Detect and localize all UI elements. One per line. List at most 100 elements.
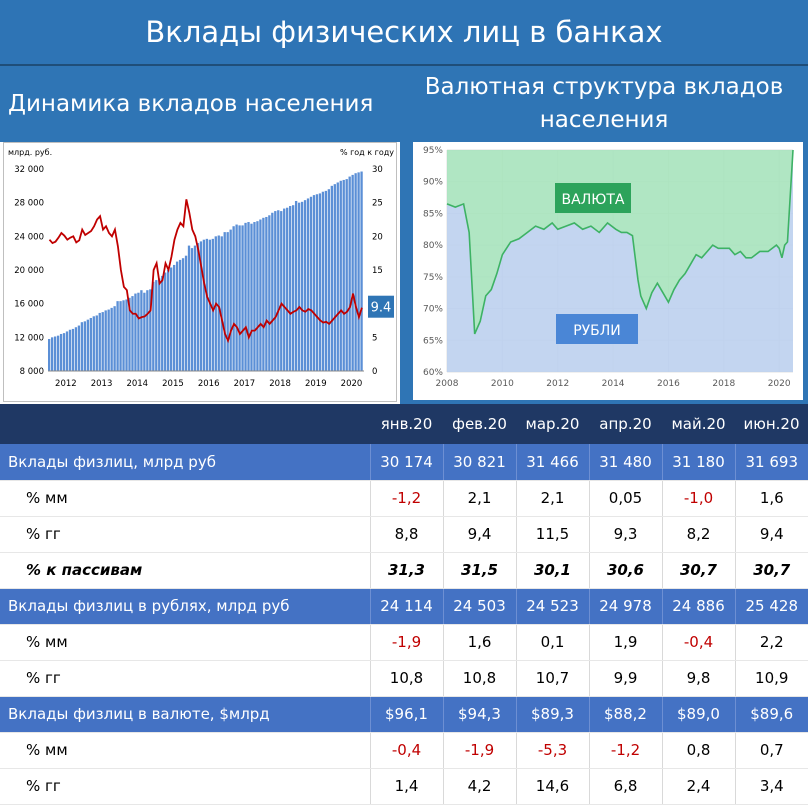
deposit-bar	[324, 190, 328, 371]
table-cell: 3,4	[734, 768, 808, 805]
table-row: % мм -0,4 -1,9 -5,3 -1,2 0,8 0,7	[0, 732, 808, 769]
deposit-bar	[116, 301, 119, 371]
table-cell: 1,6	[442, 624, 516, 661]
deposit-bar	[241, 225, 244, 371]
table-cell: 30,1	[515, 552, 589, 589]
column-header: июн.20	[735, 404, 808, 444]
table-row: Вклады физлиц в валюте, $млрд $96,1 $94,3 $…	[0, 696, 808, 733]
y-left-tick-label: 20 000	[14, 266, 44, 276]
table-cell: 0,8	[661, 732, 735, 769]
deposit-bar	[297, 202, 301, 371]
deposit-bar	[181, 258, 185, 371]
table-cell: 24 978	[588, 588, 662, 625]
deposit-bar	[339, 180, 342, 371]
deposit-bar	[50, 337, 54, 371]
deposit-bar	[306, 198, 310, 371]
yoy-growth-line	[48, 199, 363, 344]
y-tick-label: 80%	[423, 241, 443, 251]
row-label: % мм	[0, 624, 370, 661]
y-right-tick-label: 25	[372, 199, 383, 209]
row-label: % к пассивам	[0, 552, 370, 589]
deposit-bar	[184, 255, 188, 371]
deposit-bar	[360, 171, 363, 371]
currency-label-box	[555, 183, 631, 213]
x-tick-label: 2014	[602, 379, 625, 389]
deposit-bar	[202, 239, 206, 371]
deposit-bar	[253, 222, 256, 371]
y-left-tick-label: 32 000	[14, 165, 44, 175]
table-cell: 1,4	[369, 768, 443, 805]
y-left-tick-label: 24 000	[14, 232, 44, 242]
table-cell: 14,6	[515, 768, 589, 805]
deposit-bar	[256, 221, 259, 371]
table-cell: -1,2	[369, 480, 443, 517]
deposit-bar	[104, 310, 107, 371]
row-label: Вклады физлиц в рублях, млрд руб	[0, 588, 370, 625]
currency-area	[447, 150, 793, 334]
table-cell: 9,3	[588, 516, 662, 553]
deposit-bar	[300, 201, 304, 371]
table-row: Вклады физлиц, млрд руб 30 174 30 821 31 46…	[0, 444, 808, 481]
table-cell: 30 821	[442, 444, 516, 481]
deposit-bar	[309, 196, 313, 371]
deposit-bar	[268, 215, 271, 371]
table-cell: 30,6	[588, 552, 662, 589]
x-tick-label: 2018	[712, 379, 735, 389]
left-panel-title: Динамика вкладов населения	[0, 66, 400, 142]
deposit-bar	[101, 312, 104, 371]
deposit-bar	[158, 278, 161, 371]
table-cell: $94,3	[442, 696, 516, 733]
x-tick-label: 2020	[768, 379, 791, 389]
table-cell: $88,2	[588, 696, 662, 733]
y-tick-label: 60%	[423, 368, 443, 378]
x-tick-label: 2012	[546, 379, 569, 389]
deposit-bar	[277, 210, 280, 371]
y-right-tick-label: 0	[372, 367, 377, 377]
last-value-label: 9.4	[371, 301, 392, 316]
x-tick-label: 2015	[162, 379, 184, 389]
table-row: % гг 8,8 9,4 11,5 9,3 8,2 9,4	[0, 516, 808, 553]
table-cell: -1,9	[369, 624, 443, 661]
deposit-bar	[235, 224, 238, 371]
row-label: % гг	[0, 516, 370, 553]
deposit-bar	[223, 232, 226, 371]
column-header: мар.20	[516, 404, 589, 444]
last-value-badge	[368, 295, 394, 318]
deposit-bar	[86, 319, 90, 371]
x-tick-label: 2020	[341, 379, 363, 389]
currency-structure-panel: 60% 65% 70% 75% 80% 85% 90% 95% 2008 2010 2012 2014…	[400, 142, 808, 404]
deposit-bar	[348, 176, 351, 371]
deposit-bar	[262, 217, 265, 371]
y-left-tick-label: 8 000	[20, 367, 44, 377]
row-label: % мм	[0, 732, 370, 769]
row-label: % гг	[0, 660, 370, 697]
y-tick-label: 95%	[423, 146, 443, 156]
x-tick-label: 2012	[55, 379, 77, 389]
table-row: % гг 1,4 4,2 14,6 6,8 2,4 3,4	[0, 768, 808, 805]
y-left-tick-label: 28 000	[14, 199, 44, 209]
table-cell: 0,1	[515, 624, 589, 661]
table-cell: $96,1	[369, 696, 443, 733]
table-cell: 24 886	[661, 588, 735, 625]
deposit-bar	[205, 238, 209, 371]
x-tick-label: 2013	[91, 379, 113, 389]
table-cell: 10,8	[369, 660, 443, 697]
table-header-row: янв.20 фев.20 мар.20 апр.20 май.20 июн.20	[0, 404, 808, 444]
deposit-bar	[211, 238, 214, 371]
x-tick-label: 2016	[657, 379, 680, 389]
deposit-bar	[110, 307, 113, 371]
y-right-tick-label: 30	[372, 165, 383, 175]
table-cell: -1,2	[588, 732, 662, 769]
row-label: Вклады физлиц в валюте, $млрд	[0, 696, 370, 733]
table-cell: 10,7	[515, 660, 589, 697]
deposit-bar	[134, 293, 137, 371]
deposit-bar	[294, 200, 298, 371]
table-cell: -1,9	[442, 732, 516, 769]
y-tick-label: 70%	[423, 305, 443, 315]
deposit-bar	[247, 222, 250, 371]
y-tick-label: 75%	[423, 273, 443, 283]
deposit-bar	[107, 309, 110, 371]
x-tick-label: 2014	[126, 379, 148, 389]
x-tick-label: 2018	[269, 379, 291, 389]
deposit-bar	[336, 182, 339, 371]
